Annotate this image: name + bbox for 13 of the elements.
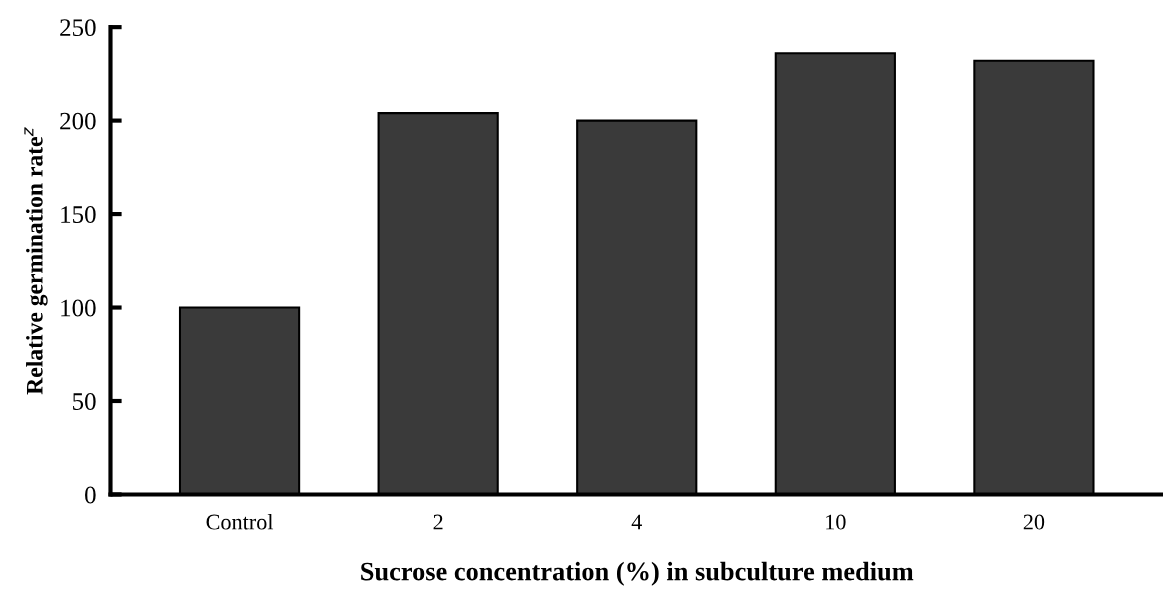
x-tick-label: 20: [1023, 514, 1045, 530]
y-tick-label: 50: [73, 393, 96, 410]
x-axis-title: Sucrose concentration (%) in subculture medium: [361, 561, 914, 586]
y-tick-label: 250: [60, 19, 96, 37]
y-tick-label: 200: [60, 112, 96, 130]
y-axis-title: Relative germination rate$^{z}$: [24, 127, 48, 395]
y-tick-label: 150: [61, 206, 96, 223]
x-tick-label: 4: [631, 514, 642, 530]
x-tick-label: Control: [206, 513, 274, 530]
y-tick-label: 0: [85, 486, 96, 504]
y-tick-label: 100: [61, 299, 96, 317]
x-tick-label: 10: [826, 514, 846, 530]
x-tick-label: 2: [433, 514, 443, 530]
